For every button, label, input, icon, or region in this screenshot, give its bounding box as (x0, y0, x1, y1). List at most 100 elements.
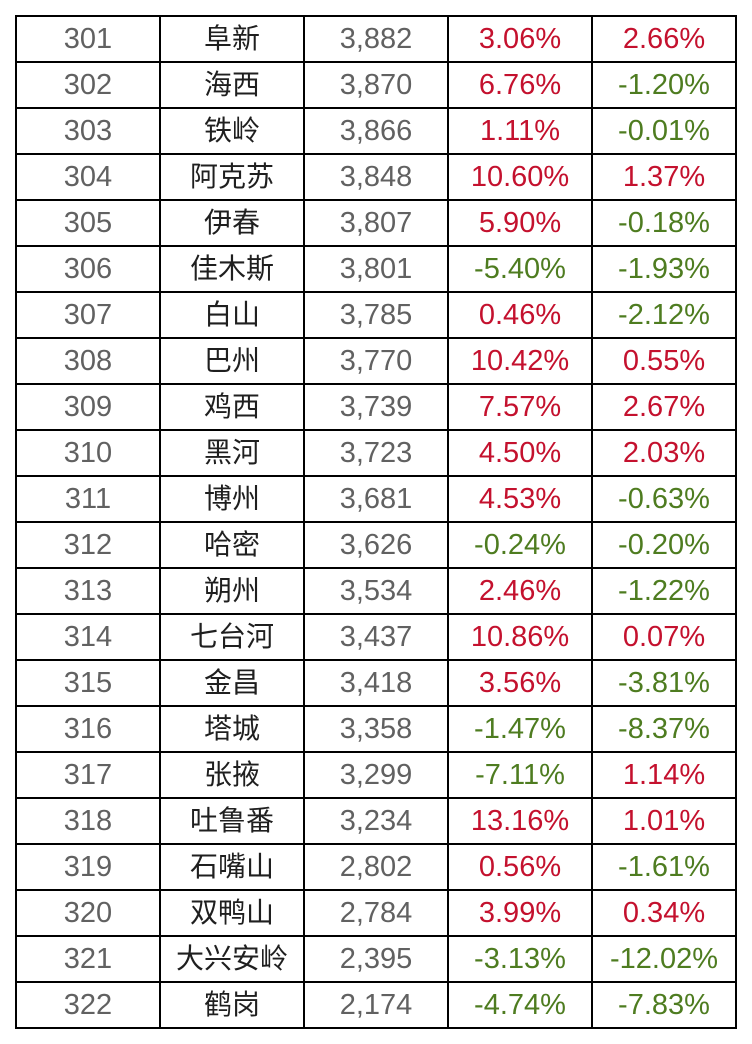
pct1-cell: -0.24% (449, 523, 591, 567)
city-cell: 石嘴山 (161, 845, 303, 889)
pct1-cell: 0.56% (449, 845, 591, 889)
rank-cell: 310 (17, 431, 159, 475)
pct1-cell: -1.47% (449, 707, 591, 751)
price-cell: 3,437 (305, 615, 447, 659)
pct1-cell: 2.46% (449, 569, 591, 613)
pct1-cell: -5.40% (449, 247, 591, 291)
city-cell: 海西 (161, 63, 303, 107)
rank-cell: 315 (17, 661, 159, 705)
rank-cell: 316 (17, 707, 159, 751)
rank-cell: 301 (17, 17, 159, 61)
rank-cell: 317 (17, 753, 159, 797)
city-cell: 哈密 (161, 523, 303, 567)
rank-cell: 314 (17, 615, 159, 659)
price-cell: 3,234 (305, 799, 447, 843)
rank-cell: 302 (17, 63, 159, 107)
city-cell: 阿克苏 (161, 155, 303, 199)
city-cell: 双鸭山 (161, 891, 303, 935)
price-cell: 3,534 (305, 569, 447, 613)
pct1-cell: 4.50% (449, 431, 591, 475)
price-cell: 3,770 (305, 339, 447, 383)
city-cell: 朔州 (161, 569, 303, 613)
rank-cell: 319 (17, 845, 159, 889)
rank-cell: 320 (17, 891, 159, 935)
pct2-cell: -0.63% (593, 477, 735, 521)
price-cell: 3,299 (305, 753, 447, 797)
pct1-cell: 7.57% (449, 385, 591, 429)
rank-cell: 318 (17, 799, 159, 843)
rank-cell: 313 (17, 569, 159, 613)
price-cell: 3,358 (305, 707, 447, 751)
pct2-cell: -7.83% (593, 983, 735, 1027)
price-cell: 3,807 (305, 201, 447, 245)
pct2-cell: 0.07% (593, 615, 735, 659)
pct1-cell: 4.53% (449, 477, 591, 521)
rank-cell: 307 (17, 293, 159, 337)
pct2-cell: -1.20% (593, 63, 735, 107)
rank-cell: 321 (17, 937, 159, 981)
pct1-cell: 13.16% (449, 799, 591, 843)
rank-cell: 304 (17, 155, 159, 199)
rank-cell: 306 (17, 247, 159, 291)
pct1-cell: 5.90% (449, 201, 591, 245)
pct1-cell: 3.99% (449, 891, 591, 935)
city-cell: 阜新 (161, 17, 303, 61)
city-cell: 鸡西 (161, 385, 303, 429)
city-cell: 白山 (161, 293, 303, 337)
pct2-cell: 1.01% (593, 799, 735, 843)
rank-cell: 308 (17, 339, 159, 383)
pct2-cell: -1.22% (593, 569, 735, 613)
city-cell: 金昌 (161, 661, 303, 705)
city-cell: 鹤岗 (161, 983, 303, 1027)
price-cell: 3,848 (305, 155, 447, 199)
pct2-cell: 1.14% (593, 753, 735, 797)
pct1-cell: -7.11% (449, 753, 591, 797)
city-cell: 张掖 (161, 753, 303, 797)
pct1-cell: 1.11% (449, 109, 591, 153)
pct1-cell: 10.42% (449, 339, 591, 383)
price-cell: 3,866 (305, 109, 447, 153)
rank-cell: 311 (17, 477, 159, 521)
price-cell: 3,801 (305, 247, 447, 291)
price-cell: 3,739 (305, 385, 447, 429)
pct2-cell: -2.12% (593, 293, 735, 337)
pct1-cell: 6.76% (449, 63, 591, 107)
rank-cell: 312 (17, 523, 159, 567)
price-cell: 3,723 (305, 431, 447, 475)
price-cell: 2,784 (305, 891, 447, 935)
pct2-cell: 0.34% (593, 891, 735, 935)
city-cell: 吐鲁番 (161, 799, 303, 843)
price-cell: 2,395 (305, 937, 447, 981)
pct1-cell: 3.56% (449, 661, 591, 705)
city-cell: 七台河 (161, 615, 303, 659)
pct2-cell: 2.67% (593, 385, 735, 429)
city-cell: 大兴安岭 (161, 937, 303, 981)
price-cell: 3,870 (305, 63, 447, 107)
pct1-cell: -4.74% (449, 983, 591, 1027)
rank-cell: 305 (17, 201, 159, 245)
pct2-cell: -12.02% (593, 937, 735, 981)
city-cell: 黑河 (161, 431, 303, 475)
pct2-cell: -1.61% (593, 845, 735, 889)
pct1-cell: 10.60% (449, 155, 591, 199)
city-cell: 博州 (161, 477, 303, 521)
city-cell: 塔城 (161, 707, 303, 751)
city-cell: 巴州 (161, 339, 303, 383)
pct2-cell: -0.20% (593, 523, 735, 567)
price-cell: 2,802 (305, 845, 447, 889)
pct1-cell: 10.86% (449, 615, 591, 659)
pct2-cell: 2.66% (593, 17, 735, 61)
price-cell: 3,882 (305, 17, 447, 61)
pct2-cell: 1.37% (593, 155, 735, 199)
pct1-cell: 3.06% (449, 17, 591, 61)
pct2-cell: -0.18% (593, 201, 735, 245)
city-cell: 铁岭 (161, 109, 303, 153)
price-cell: 3,626 (305, 523, 447, 567)
pct2-cell: -1.93% (593, 247, 735, 291)
price-cell: 3,418 (305, 661, 447, 705)
city-cell: 佳木斯 (161, 247, 303, 291)
pct1-cell: 0.46% (449, 293, 591, 337)
pct2-cell: -0.01% (593, 109, 735, 153)
price-cell: 3,785 (305, 293, 447, 337)
